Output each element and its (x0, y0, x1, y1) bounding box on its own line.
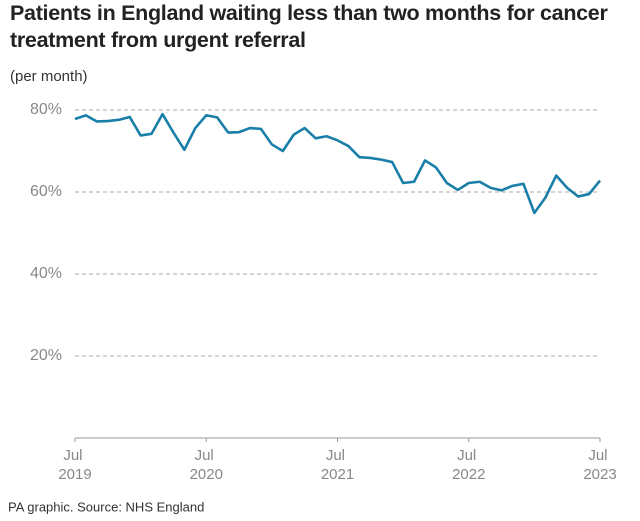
chart-title: Patients in England waiting less than tw… (10, 1, 608, 52)
source: PA graphic. Source: NHS England (8, 499, 204, 514)
y-tick-label: 40% (30, 265, 62, 282)
y-tick-label: 20% (30, 347, 62, 364)
line (74, 112, 602, 215)
x-tick-label: Jul 2019 (58, 447, 91, 483)
x-tick-label: Jul 2020 (190, 447, 223, 483)
y-tick-label: 80% (30, 101, 62, 118)
x-tick-label: Jul 2023 (583, 447, 616, 483)
x-tick-label: Jul 2021 (321, 447, 354, 483)
chart-subtitle: (per month) (10, 68, 88, 85)
y-tick-label: 60% (30, 183, 62, 200)
x-tick-label: Jul 2022 (452, 447, 485, 483)
